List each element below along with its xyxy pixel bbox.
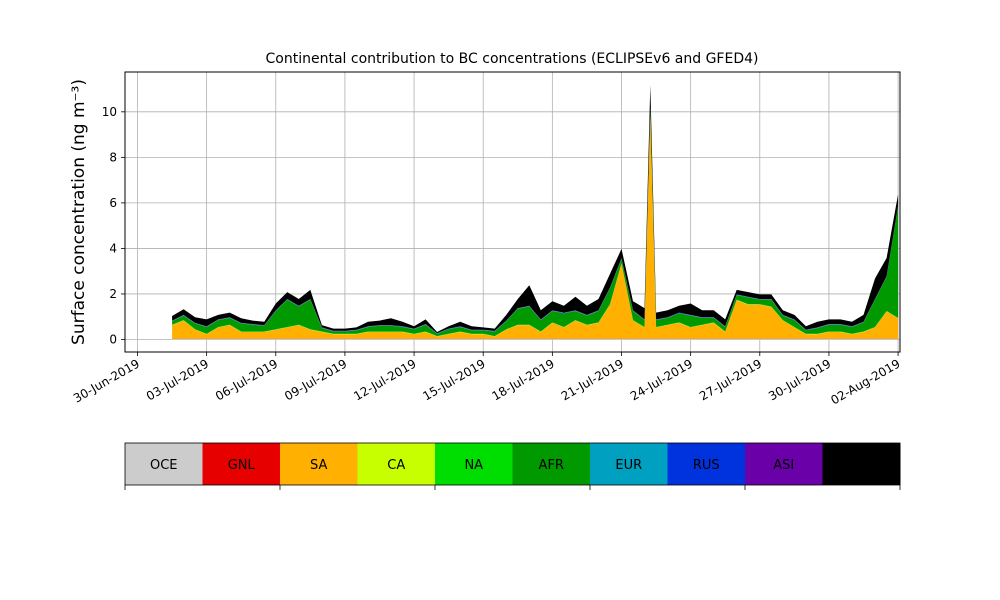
legend-label-gnl: GNL: [228, 458, 256, 473]
legend-swatch-aus: [822, 443, 901, 485]
series-area-aus: [172, 85, 899, 334]
legend-label-aus: AUS: [848, 458, 875, 473]
legend-swatch-afr: [512, 443, 591, 485]
legend-swatch-sa: [280, 443, 358, 485]
legend-colorbar: OCE GNL SA CA NA AFR EUR RUS ASI AUS: [124, 442, 901, 490]
y-tick-label: 6: [109, 196, 117, 210]
legend-swatch-ca: [357, 443, 436, 485]
x-tick-label: 21-Jul-2019: [559, 356, 626, 403]
x-tick-label: 12-Jul-2019: [351, 356, 418, 403]
axes-frame: [124, 71, 901, 353]
plot-area: 0 2 4 6 8 10 30-Jun-2019 03-Jul-2019 06-Jul-2019…: [71, 71, 903, 407]
x-tick-label: 24-Jul-2019: [628, 356, 695, 403]
x-tick-label: 03-Jul-2019: [144, 356, 211, 403]
chart-title: Continental contribution to BC concentra…: [266, 51, 759, 67]
y-tick-label: 0: [109, 332, 117, 346]
legend-label-sa: SA: [310, 458, 327, 473]
x-tick-label: 06-Jul-2019: [213, 356, 280, 403]
legend-swatch-asi: [745, 443, 823, 485]
legend-frame: [124, 442, 901, 486]
legend-swatch-eur: [590, 443, 668, 485]
y-tick-label: 4: [109, 241, 117, 255]
legend-swatch-oce: [125, 443, 203, 485]
y-tick-label: 8: [109, 150, 117, 164]
legend-label-eur: EUR: [615, 458, 642, 473]
legend-label-na: NA: [464, 458, 483, 473]
x-tick-label: 02-Aug-2019: [828, 356, 902, 407]
x-tick-label: 09-Jul-2019: [282, 356, 349, 403]
y-tick-label: 2: [109, 287, 117, 301]
legend-label-oce: OCE: [150, 458, 178, 473]
x-tick-label: 15-Jul-2019: [420, 356, 487, 403]
legend-label-ca: CA: [387, 458, 405, 473]
x-tick-label: 18-Jul-2019: [490, 356, 557, 403]
x-tick-label: 30-Jun-2019: [71, 356, 142, 405]
legend-label-rus: RUS: [693, 458, 720, 473]
legend-swatch-rus: [667, 443, 746, 485]
y-axis-label: Surface concentration (ng m⁻³): [69, 79, 89, 345]
y-tick-label: 10: [102, 105, 117, 119]
legend-swatch-na: [435, 443, 513, 485]
legend-swatch-gnl: [202, 443, 281, 485]
series-area-oce: [172, 339, 899, 340]
x-tick-label: 27-Jul-2019: [697, 356, 764, 403]
legend-label-afr: AFR: [539, 458, 564, 473]
x-tick-label: 30-Jul-2019: [766, 356, 833, 403]
legend-label-asi: ASI: [773, 458, 794, 473]
